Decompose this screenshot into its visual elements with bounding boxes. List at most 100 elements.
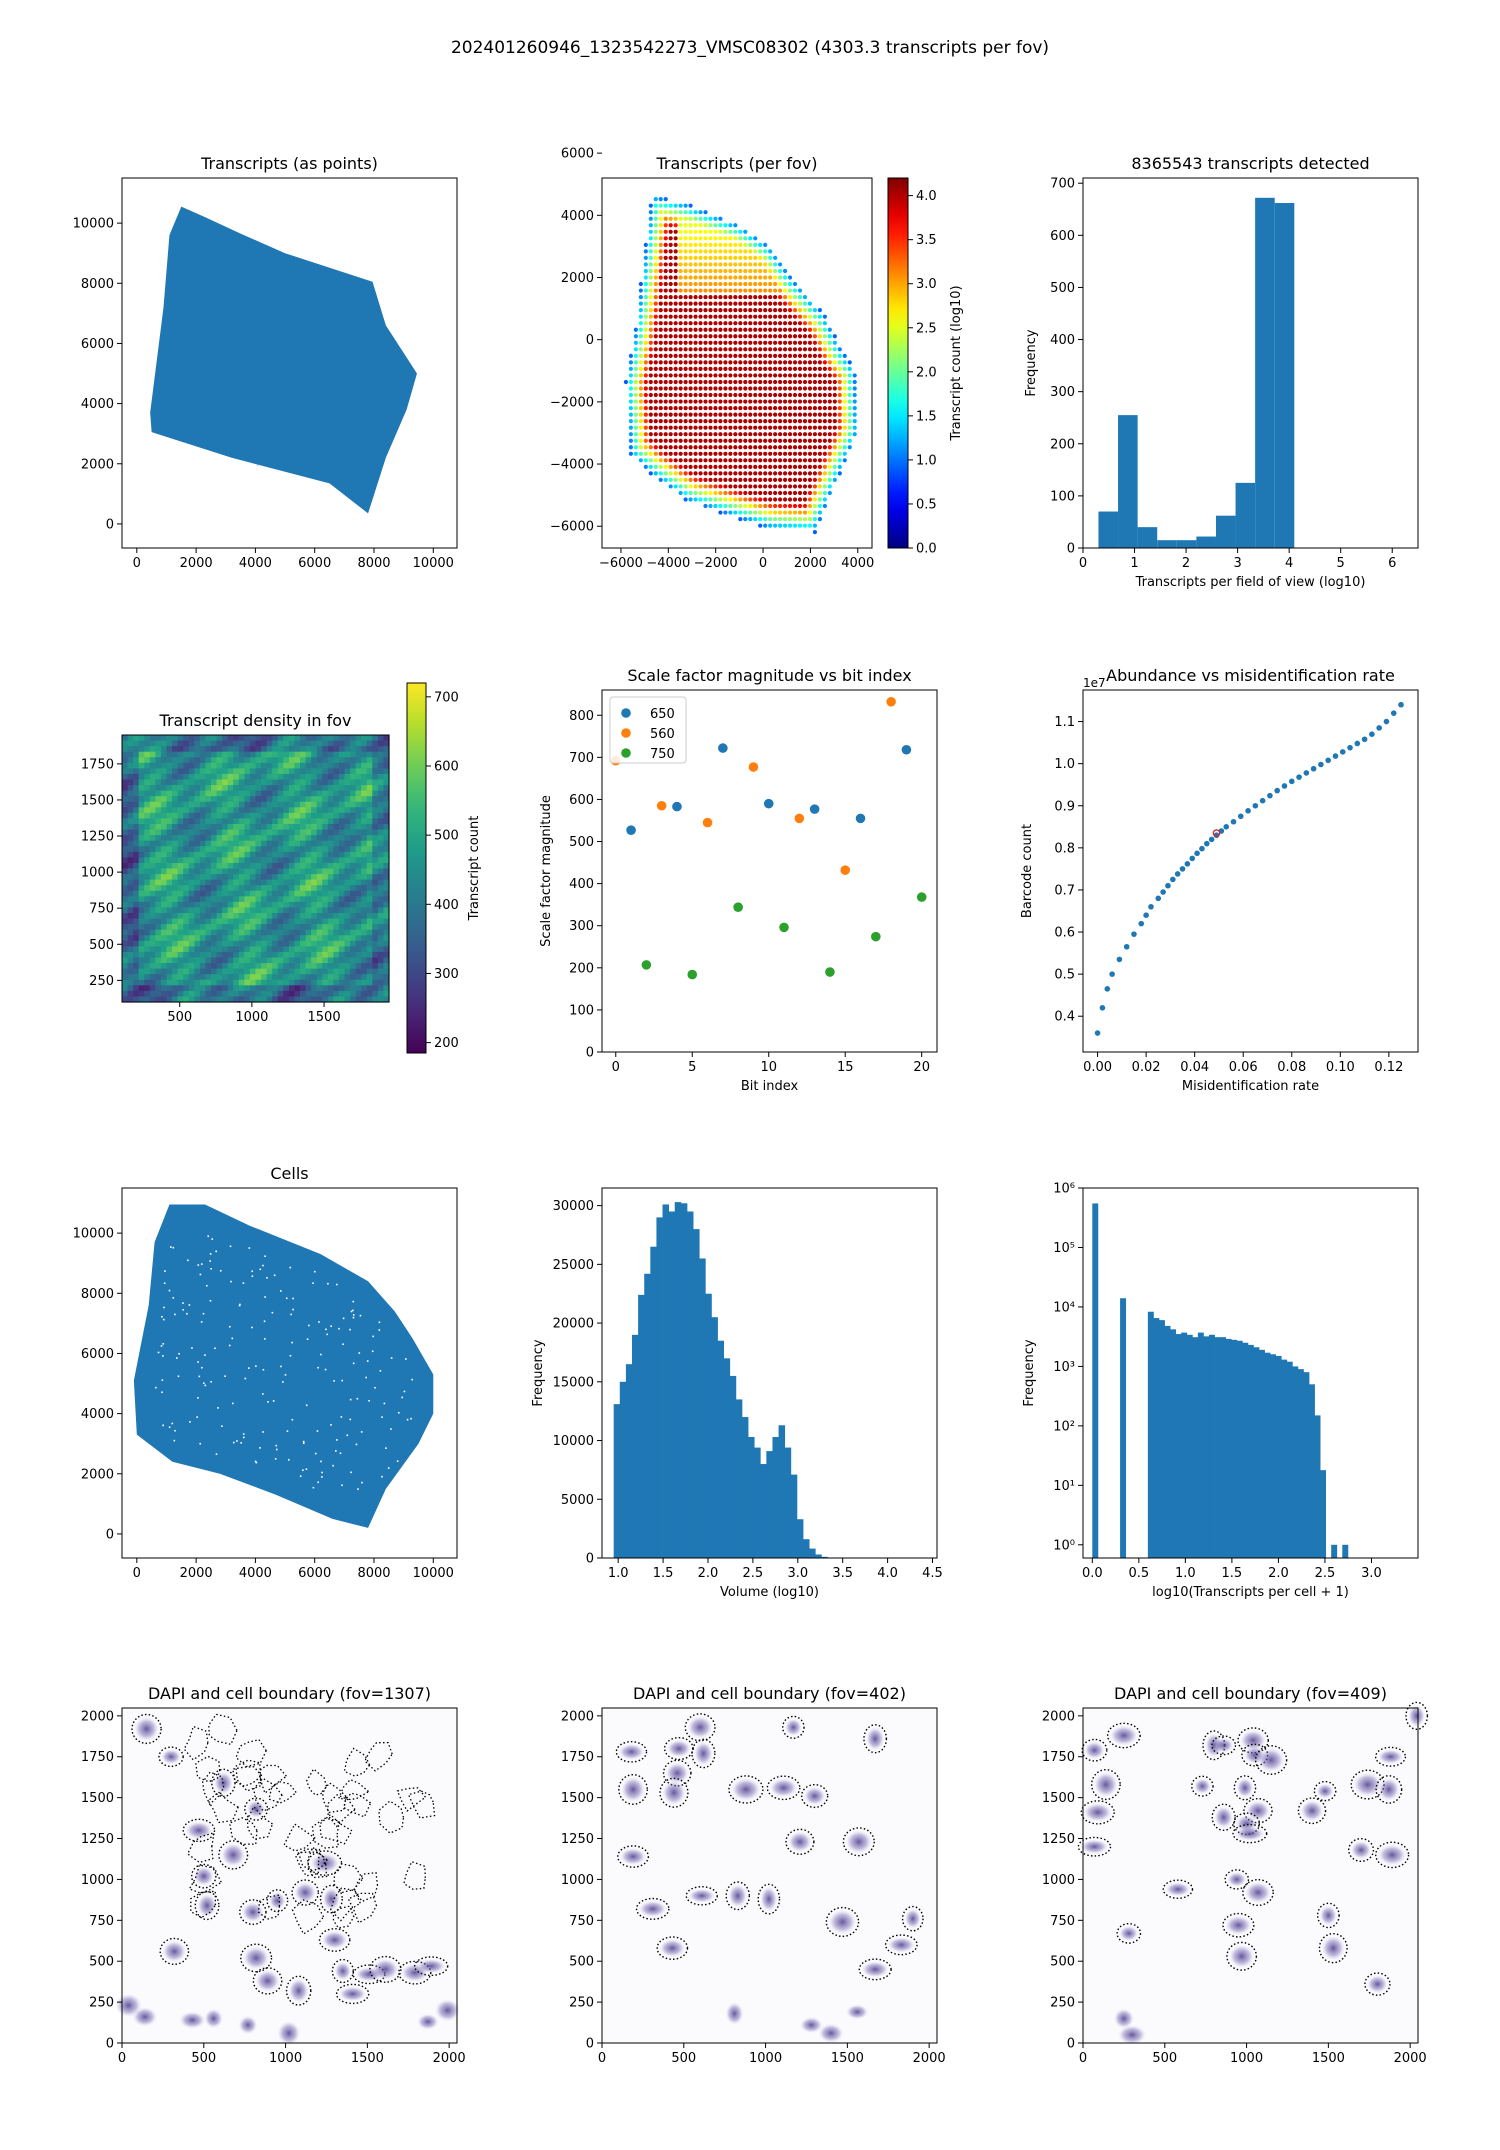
density-cell	[194, 801, 201, 808]
fov-point	[693, 458, 698, 463]
fov-point	[812, 530, 818, 535]
density-cell	[261, 879, 268, 886]
density-cell	[160, 846, 168, 853]
density-cell	[338, 979, 346, 986]
density-cell	[155, 985, 162, 992]
fov-point	[768, 464, 773, 469]
fov-point	[683, 340, 688, 345]
density-cell	[294, 985, 301, 992]
fov-point	[817, 484, 822, 489]
density-cell	[338, 957, 346, 964]
fov-point	[787, 334, 793, 339]
cell-boundary	[131, 1713, 162, 1745]
density-cell	[361, 913, 368, 920]
density-cell	[244, 879, 251, 886]
density-cell	[205, 940, 212, 947]
fov-point	[678, 386, 683, 391]
density-cell	[383, 862, 390, 870]
fov-point	[658, 399, 663, 404]
density-cell	[133, 990, 140, 998]
density-cell	[122, 974, 129, 981]
density-cell	[361, 968, 368, 975]
density-cell	[233, 812, 240, 820]
scale-factor-point	[916, 892, 927, 902]
density-cell	[244, 790, 251, 797]
fov-point	[773, 347, 778, 352]
histogram-bar	[1264, 1352, 1271, 1558]
fov-point	[648, 438, 653, 443]
cell-boundary	[186, 1831, 215, 1864]
density-cell	[194, 963, 201, 970]
density-cell	[255, 868, 262, 875]
cell-gap	[359, 1314, 362, 1317]
density-cell	[194, 913, 201, 920]
density-cell	[288, 918, 296, 925]
density-cell	[122, 913, 129, 920]
density-cell	[194, 768, 201, 775]
fov-point	[723, 353, 728, 358]
fov-point	[678, 301, 683, 306]
density-cell	[366, 812, 373, 820]
x-tick-label: 1.0	[1175, 1566, 1196, 1581]
density-cell	[327, 862, 334, 870]
fov-point	[817, 392, 822, 398]
density-cell	[138, 874, 145, 881]
density-cell	[261, 913, 268, 920]
fov-point	[822, 379, 827, 385]
nucleus	[322, 1887, 341, 1911]
cell-boundary	[782, 1715, 805, 1739]
density-cell	[138, 907, 145, 914]
fov-point	[703, 216, 708, 221]
fov-point	[648, 262, 653, 267]
fov-point	[653, 281, 658, 287]
fov-point	[782, 477, 788, 483]
fov-point	[792, 419, 798, 424]
fov-point	[673, 412, 678, 417]
density-cell	[188, 773, 195, 781]
fov-point	[743, 379, 748, 385]
fov-point	[758, 405, 763, 411]
cell-boundary	[285, 1975, 312, 2006]
fov-point	[673, 216, 678, 221]
density-cell	[383, 807, 390, 814]
fov-point	[812, 503, 818, 509]
fov-point	[623, 379, 629, 385]
fov-point	[787, 275, 793, 280]
fov-point	[748, 268, 753, 274]
fov-point	[718, 484, 723, 489]
cell-boundary	[211, 1768, 236, 1798]
fov-point	[817, 386, 822, 391]
barcode-point	[1296, 774, 1302, 780]
histogram-bar	[668, 1211, 676, 1558]
density-cell	[149, 946, 156, 953]
density-cell	[300, 968, 307, 975]
fov-point	[797, 399, 803, 404]
density-cell	[338, 840, 346, 847]
density-cell	[283, 957, 290, 964]
density-cell	[300, 963, 307, 970]
density-cell	[372, 985, 379, 992]
density-cell	[177, 790, 184, 797]
density-cell	[272, 862, 279, 870]
density-cell	[294, 796, 301, 803]
fov-point	[693, 386, 698, 391]
fov-point	[708, 458, 713, 463]
density-cell	[366, 846, 373, 853]
fov-point	[673, 294, 678, 300]
fov-point	[698, 432, 703, 437]
density-cell	[288, 835, 296, 842]
density-cell	[155, 968, 162, 975]
density-cell	[311, 968, 318, 975]
density-cell	[166, 940, 173, 947]
density-cell	[338, 974, 346, 981]
x-tick-label: 3.0	[1361, 1566, 1382, 1581]
cell-gap	[271, 1311, 274, 1314]
density-cell	[300, 974, 307, 981]
cell-gap	[302, 1469, 304, 1472]
density-cell	[127, 846, 134, 853]
cell-gap	[290, 1313, 292, 1316]
cell-boundary	[1313, 1780, 1337, 1802]
fov-point	[723, 314, 728, 319]
density-cell	[166, 879, 173, 886]
fov-point	[792, 503, 798, 509]
